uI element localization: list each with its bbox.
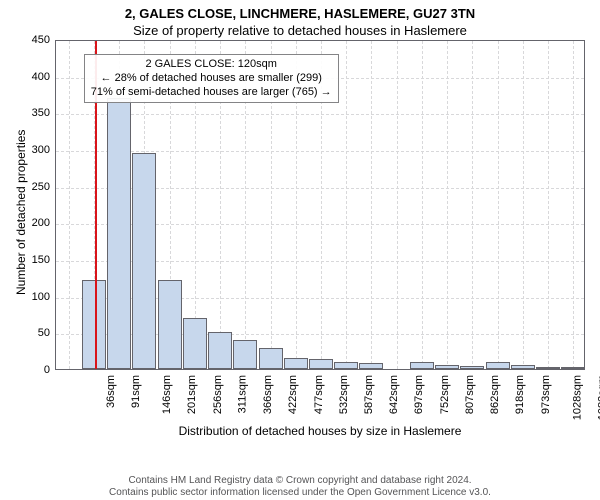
xtick-label: 1083sqm bbox=[596, 375, 600, 420]
gridline-h bbox=[56, 114, 584, 115]
xtick-label: 752sqm bbox=[439, 375, 451, 414]
ytick-label: 400 bbox=[18, 71, 50, 83]
ytick-label: 200 bbox=[18, 217, 50, 229]
histogram-bar bbox=[208, 332, 232, 369]
gridline-v bbox=[498, 41, 499, 369]
xtick-label: 862sqm bbox=[489, 375, 501, 414]
histogram-bar bbox=[233, 340, 257, 369]
ytick-label: 0 bbox=[18, 364, 50, 376]
x-axis-label: Distribution of detached houses by size … bbox=[55, 424, 585, 438]
xtick-label: 532sqm bbox=[338, 375, 350, 414]
histogram-bar bbox=[158, 280, 182, 369]
xtick-label: 807sqm bbox=[464, 375, 476, 414]
histogram-bar bbox=[309, 359, 333, 369]
histogram-bar bbox=[536, 367, 560, 369]
chart-title-address: 2, GALES CLOSE, LINCHMERE, HASLEMERE, GU… bbox=[0, 6, 600, 21]
annotation-box: 2 GALES CLOSE: 120sqm← 28% of detached h… bbox=[84, 54, 339, 103]
gridline-v bbox=[447, 41, 448, 369]
credits-line-2: Contains public sector information licen… bbox=[0, 487, 600, 498]
xtick-label: 36sqm bbox=[105, 375, 117, 408]
gridline-v bbox=[371, 41, 372, 369]
xtick-label: 256sqm bbox=[212, 375, 224, 414]
ytick-label: 150 bbox=[18, 254, 50, 266]
xtick-label: 477sqm bbox=[313, 375, 325, 414]
credits-line-1: Contains HM Land Registry data © Crown c… bbox=[0, 475, 600, 486]
plot-area: 2 GALES CLOSE: 120sqm← 28% of detached h… bbox=[55, 40, 585, 370]
histogram-bar bbox=[359, 363, 383, 369]
xtick-label: 146sqm bbox=[161, 375, 173, 414]
annotation-line: ← 28% of detached houses are smaller (29… bbox=[91, 72, 332, 86]
histogram-bar bbox=[259, 348, 283, 369]
histogram-bar bbox=[132, 153, 156, 369]
chart-container: 2 GALES CLOSE: 120sqm← 28% of detached h… bbox=[0, 40, 600, 460]
xtick-label: 366sqm bbox=[262, 375, 274, 414]
xtick-label: 311sqm bbox=[236, 375, 248, 413]
xtick-label: 201sqm bbox=[186, 375, 198, 414]
ytick-label: 100 bbox=[18, 291, 50, 303]
gridline-v bbox=[548, 41, 549, 369]
ytick-label: 250 bbox=[18, 181, 50, 193]
xtick-label: 642sqm bbox=[388, 375, 400, 414]
ytick-label: 300 bbox=[18, 144, 50, 156]
gridline-v bbox=[422, 41, 423, 369]
histogram-bar bbox=[561, 367, 585, 369]
histogram-bar bbox=[107, 98, 131, 369]
xtick-label: 587sqm bbox=[363, 375, 375, 414]
xtick-label: 973sqm bbox=[540, 375, 552, 414]
histogram-bar bbox=[435, 365, 459, 369]
gridline-v bbox=[397, 41, 398, 369]
xtick-label: 422sqm bbox=[287, 375, 299, 414]
gridline-v bbox=[346, 41, 347, 369]
ytick-label: 350 bbox=[18, 107, 50, 119]
xtick-label: 697sqm bbox=[414, 375, 426, 414]
histogram-bar bbox=[284, 358, 308, 369]
histogram-bar bbox=[410, 362, 434, 369]
gridline-v bbox=[472, 41, 473, 369]
histogram-bar bbox=[183, 318, 207, 369]
gridline-v bbox=[69, 41, 70, 369]
histogram-bar bbox=[511, 365, 535, 369]
annotation-line: 2 GALES CLOSE: 120sqm bbox=[91, 58, 332, 72]
xtick-label: 918sqm bbox=[515, 375, 527, 414]
annotation-line: 71% of semi-detached houses are larger (… bbox=[91, 86, 332, 100]
histogram-bar bbox=[82, 280, 106, 369]
gridline-v bbox=[573, 41, 574, 369]
histogram-bar bbox=[334, 362, 358, 369]
gridline-v bbox=[523, 41, 524, 369]
ytick-label: 50 bbox=[18, 327, 50, 339]
chart-title-subtitle: Size of property relative to detached ho… bbox=[0, 23, 600, 38]
xtick-label: 91sqm bbox=[130, 375, 142, 408]
xtick-label: 1028sqm bbox=[571, 375, 583, 420]
histogram-bar bbox=[460, 366, 484, 369]
histogram-bar bbox=[486, 362, 510, 369]
ytick-label: 450 bbox=[18, 34, 50, 46]
